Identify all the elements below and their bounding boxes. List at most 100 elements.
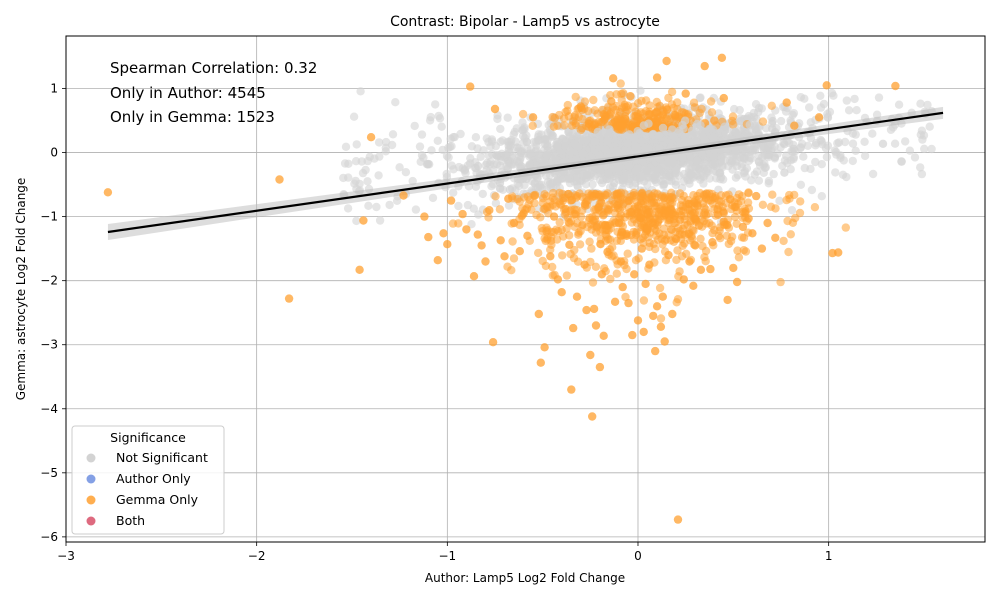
not-significant-point <box>756 141 766 150</box>
not-significant-point <box>675 126 684 135</box>
x-axis-label: Author: Lamp5 Log2 Fold Change <box>425 571 625 585</box>
gemma-only-point <box>567 196 576 205</box>
not-significant-point <box>817 192 826 201</box>
gemma-only-point <box>656 322 666 331</box>
gemma-only-point <box>724 190 733 199</box>
not-significant-point <box>832 150 841 159</box>
gemma-only-point <box>454 219 463 228</box>
gemma-only-point <box>569 323 578 333</box>
gemma-only-point <box>284 294 294 303</box>
not-significant-point <box>860 151 870 161</box>
not-significant-point <box>388 130 398 139</box>
gemma-only-point <box>609 74 618 83</box>
gemma-only-point <box>629 214 639 224</box>
not-significant-point <box>442 151 452 161</box>
not-significant-point <box>780 140 789 149</box>
not-significant-point <box>811 157 820 167</box>
gemma-only-point <box>697 104 706 114</box>
not-significant-point <box>823 112 832 122</box>
gemma-only-point <box>795 208 805 218</box>
not-significant-point <box>427 146 436 155</box>
gemma-only-point <box>559 193 568 202</box>
not-significant-point <box>493 114 502 124</box>
legend-label-not-significant: Not Significant <box>116 450 208 465</box>
gemma-only-point <box>659 230 669 239</box>
gemma-only-point <box>790 121 799 130</box>
gemma-only-point <box>602 225 611 235</box>
gemma-only-point <box>810 203 820 212</box>
not-significant-point <box>484 151 493 160</box>
not-significant-point <box>533 136 543 145</box>
gemma-only-point <box>574 228 583 237</box>
not-significant-point <box>344 159 353 168</box>
not-significant-point <box>890 139 900 148</box>
not-significant-point <box>796 180 806 189</box>
not-significant-point <box>731 127 740 137</box>
not-significant-point <box>370 154 379 163</box>
gemma-only-point <box>660 200 669 209</box>
not-significant-point <box>720 122 729 131</box>
not-significant-point <box>463 200 473 210</box>
gemma-only-point <box>491 192 500 201</box>
not-significant-point <box>523 144 532 153</box>
gemma-only-point <box>645 109 654 119</box>
gemma-only-point <box>662 105 672 114</box>
gemma-only-point <box>715 226 724 235</box>
gemma-only-point <box>679 206 688 216</box>
gemma-only-point <box>420 212 429 221</box>
not-significant-point <box>747 154 756 163</box>
gemma-only-point <box>597 270 606 279</box>
gemma-only-point <box>690 103 700 112</box>
gemma-only-point <box>523 231 532 240</box>
gemma-only-point <box>713 210 723 219</box>
not-significant-point <box>573 182 583 191</box>
gemma-only-point <box>576 212 586 221</box>
gemma-only-point <box>548 112 557 122</box>
not-significant-point <box>654 131 664 140</box>
gemma-only-point <box>610 203 620 212</box>
gemma-only-point <box>595 362 605 372</box>
not-significant-point <box>513 143 522 152</box>
not-significant-point <box>588 180 597 189</box>
not-significant-point <box>789 144 798 153</box>
not-significant-point <box>786 165 795 174</box>
not-significant-point <box>927 144 936 154</box>
not-significant-point <box>816 103 826 112</box>
not-significant-point <box>578 149 588 158</box>
gemma-only-point <box>593 109 602 118</box>
x-tick-label: 1 <box>825 549 833 563</box>
axis-ticks: −3 −2 −1 0 1 −6 −5 −4 −3 −2 −1 0 1 <box>40 82 832 563</box>
gemma-only-point <box>530 198 539 208</box>
not-significant-point <box>437 122 446 131</box>
not-significant-point <box>417 130 427 139</box>
not-significant-point <box>764 179 773 188</box>
not-significant-point <box>650 172 660 181</box>
gemma-only-point <box>626 92 635 101</box>
gemma-only-point <box>622 231 631 240</box>
gemma-only-point <box>619 103 629 112</box>
x-tick-label: 0 <box>634 549 642 563</box>
not-significant-point <box>572 172 582 181</box>
not-significant-point <box>848 139 858 148</box>
gemma-only-point <box>638 205 647 215</box>
not-significant-point <box>695 93 704 103</box>
gemma-only-point <box>458 209 467 219</box>
not-significant-point <box>831 168 840 177</box>
not-significant-point <box>510 127 519 137</box>
gemma-only-point <box>532 210 541 220</box>
y-tick-label: −1 <box>40 210 58 224</box>
gemma-only-point <box>534 248 543 258</box>
not-significant-point <box>630 133 639 142</box>
gemma-only-point <box>612 90 621 99</box>
y-tick-label: −3 <box>40 338 58 352</box>
not-significant-point <box>706 124 715 133</box>
not-significant-point <box>590 145 599 155</box>
gemma-only-point <box>758 117 768 126</box>
not-significant-point <box>491 199 501 208</box>
gemma-only-point <box>656 314 666 323</box>
not-significant-point <box>461 168 470 178</box>
gemma-only-point <box>639 296 649 305</box>
not-significant-point <box>401 168 411 177</box>
gemma-only-point <box>675 267 684 276</box>
gemma-only-point <box>477 241 486 250</box>
